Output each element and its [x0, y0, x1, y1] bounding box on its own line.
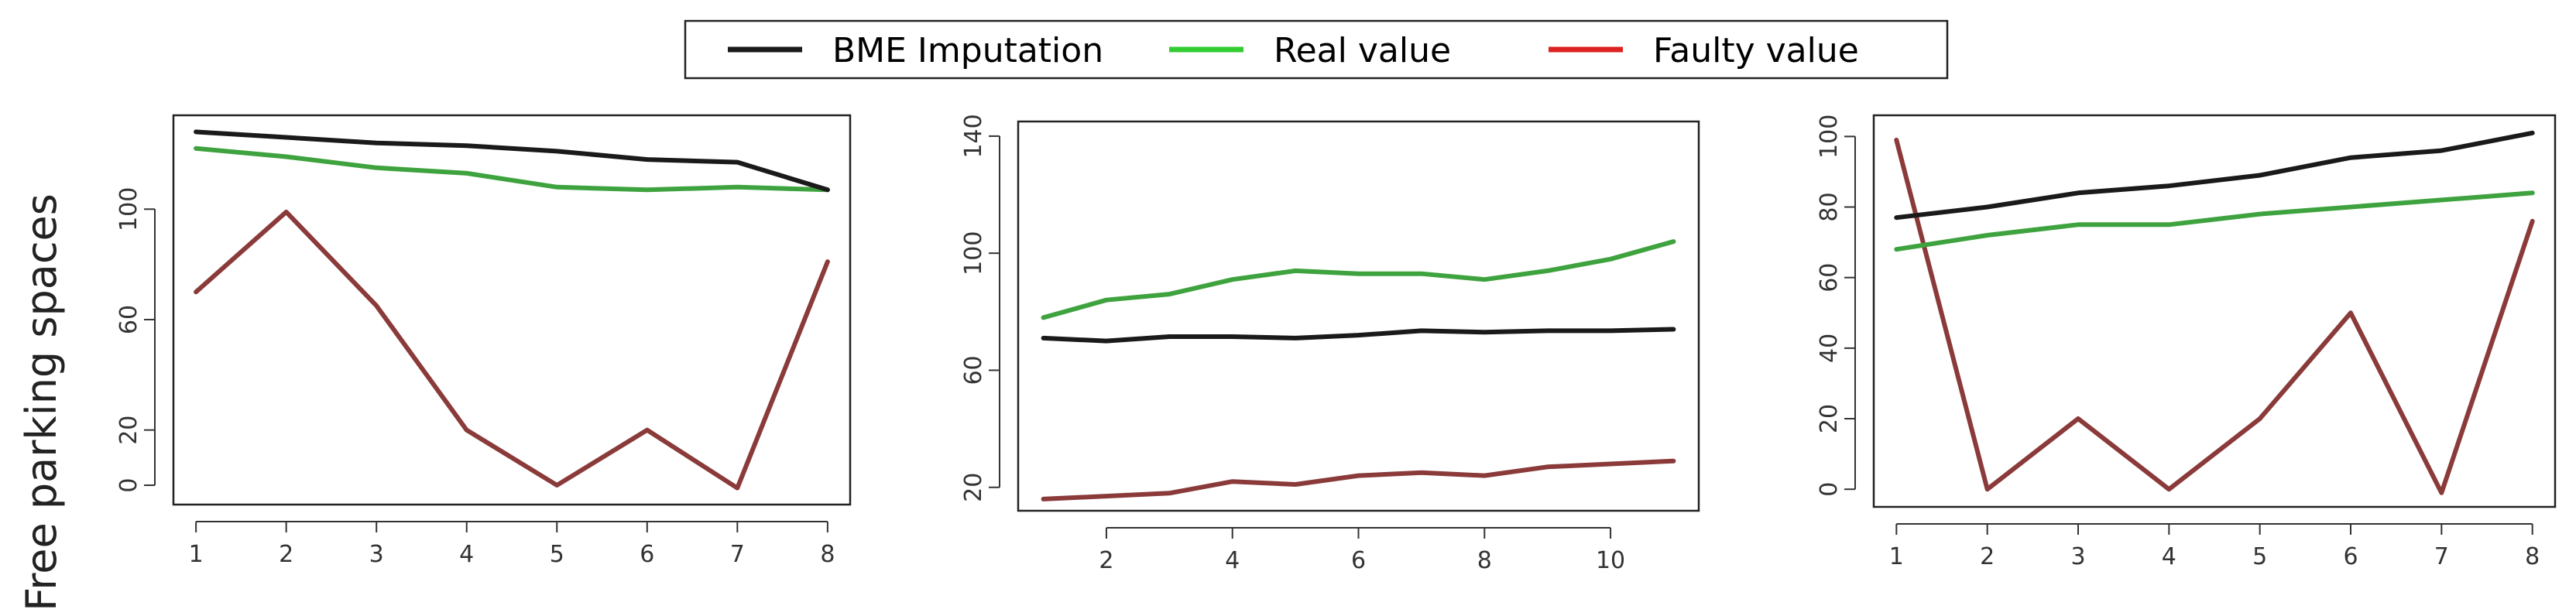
x-tick-label: 2	[1099, 547, 1113, 574]
y-tick-label: 100	[960, 231, 987, 275]
x-tick-label: 7	[2434, 543, 2449, 570]
x-tick-label: 4	[2162, 543, 2176, 570]
x-tick-label: 3	[2070, 543, 2085, 570]
series-line-bme-imputation	[1041, 327, 1676, 344]
x-tick-label: 1	[1889, 543, 1904, 570]
panel-right: 0 20 40 60 80 100 1 2 3 4 5 6 7 8	[1816, 114, 2557, 570]
series-line-faulty-value	[1041, 458, 1676, 501]
x-tick-label: 6	[1351, 547, 1366, 574]
y-tick-label: 0	[115, 477, 142, 492]
y-tick-label: 80	[1816, 192, 1843, 221]
x-tick-label: 1	[189, 541, 204, 568]
y-tick-label: 100	[1816, 115, 1843, 159]
legend-label-real: Real value	[1274, 31, 1451, 70]
x-tick-label: 8	[2525, 543, 2540, 570]
x-tick-label: 7	[730, 541, 745, 568]
y-tick-label: 20	[115, 416, 142, 445]
plot-frame	[172, 114, 852, 506]
x-tick-label: 2	[279, 541, 293, 568]
plot-frame	[1017, 120, 1700, 512]
series-line-faulty-value	[194, 209, 830, 491]
x-tick-label: 3	[369, 541, 384, 568]
legend-frame	[684, 19, 1949, 80]
series-line-faulty-value	[1894, 137, 2535, 495]
y-tick-label: 20	[960, 473, 987, 502]
y-axis-label: Free parking spaces	[17, 193, 66, 611]
panel-left: 0 20 60 100 1 2 3 4 5 6 7 8	[115, 114, 852, 568]
y-tick-label: 0	[1816, 482, 1843, 497]
plot-frame	[1872, 114, 2557, 508]
x-tick-label: 5	[2252, 543, 2267, 570]
x-tick-label: 4	[459, 541, 474, 568]
series-line-bme-imputation	[1894, 130, 2535, 221]
x-tick-label: 6	[640, 541, 654, 568]
legend-label-bme: BME Imputation	[832, 31, 1103, 70]
x-tick-label: 6	[2343, 543, 2358, 570]
x-tick-label: 10	[1596, 547, 1625, 574]
series-line-real-value	[1041, 239, 1676, 320]
series-line-real-value	[1894, 190, 2535, 252]
y-tick-label: 140	[960, 114, 987, 158]
y-tick-label: 60	[1816, 263, 1843, 293]
y-tick-label: 40	[1816, 334, 1843, 363]
legend: BME Imputation Real value Faulty value	[684, 19, 1949, 80]
x-tick-label: 4	[1225, 547, 1240, 574]
y-tick-label: 100	[115, 187, 142, 231]
series-line-real-value	[194, 145, 830, 193]
legend-label-faulty: Faulty value	[1653, 31, 1859, 70]
y-tick-label: 60	[115, 305, 142, 334]
x-tick-label: 2	[1980, 543, 1995, 570]
series-line-bme-imputation	[194, 129, 830, 193]
x-tick-label: 8	[820, 541, 835, 568]
y-tick-label: 60	[960, 355, 987, 385]
panel-middle: 20 60 100 140 2 4 6 8 10	[960, 114, 1700, 574]
y-tick-label: 20	[1816, 404, 1843, 433]
x-tick-label: 8	[1477, 547, 1492, 574]
x-tick-label: 5	[550, 541, 564, 568]
